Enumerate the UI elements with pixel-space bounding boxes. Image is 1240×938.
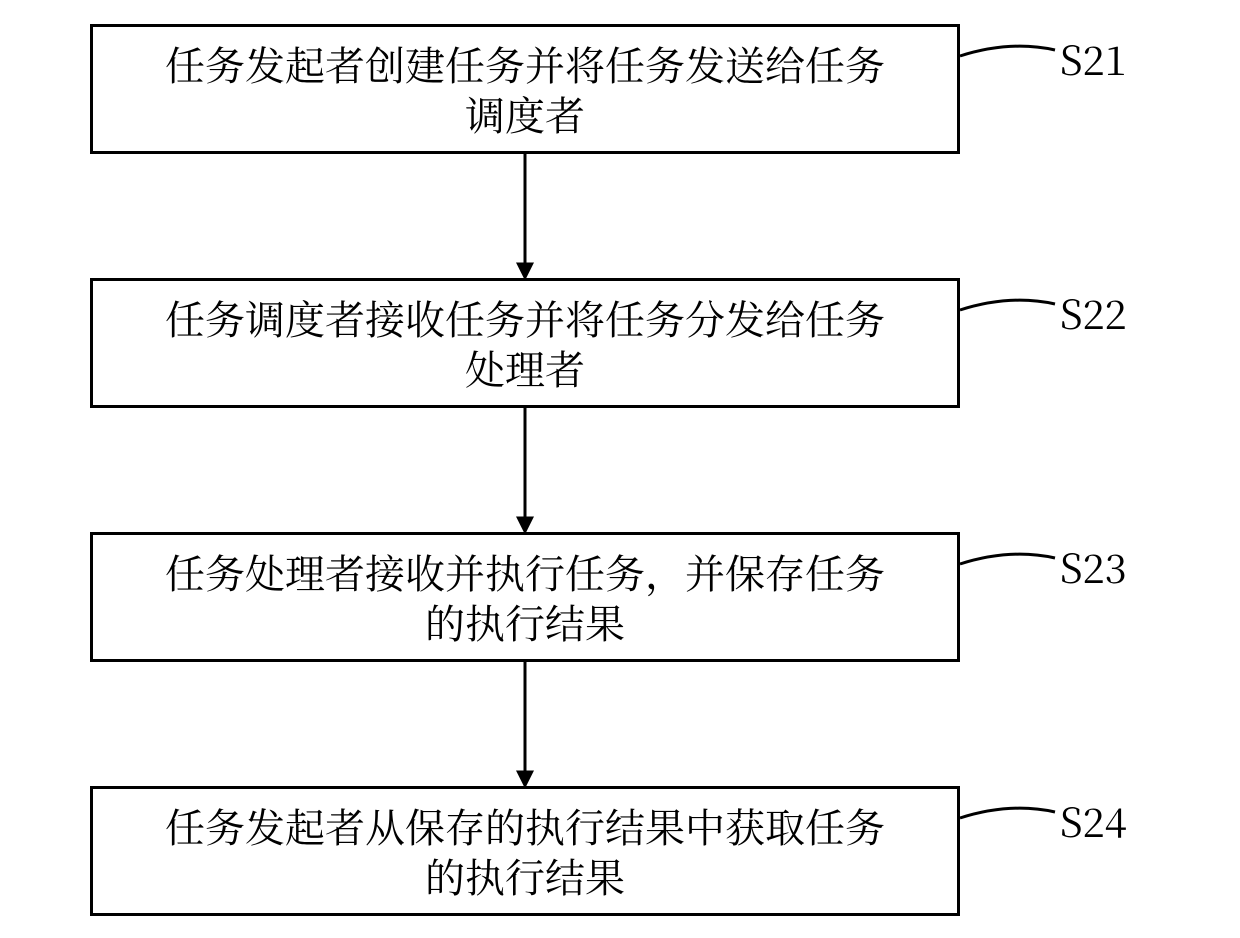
flow-node-s23-text: 任务处理者接收并执行任务，并保存任务 的执行结果 [165, 547, 885, 647]
flowchart-canvas: 任务发起者创建任务并将任务发送给任务 调度者 任务调度者接收任务并将任务分发给任… [0, 0, 1240, 938]
flow-node-s24: 任务发起者从保存的执行结果中获取任务 的执行结果 [90, 786, 960, 916]
callout-s23 [960, 554, 1055, 564]
step-label-s22: S22 [1060, 284, 1127, 341]
callout-s22 [960, 300, 1055, 310]
step-label-s24: S24 [1060, 792, 1127, 849]
flow-node-s21-text: 任务发起者创建任务并将任务发送给任务 调度者 [165, 39, 885, 139]
flow-node-s22: 任务调度者接收任务并将任务分发给任务 处理者 [90, 278, 960, 408]
flow-node-s22-text: 任务调度者接收任务并将任务分发给任务 处理者 [165, 293, 885, 393]
flow-node-s24-text: 任务发起者从保存的执行结果中获取任务 的执行结果 [165, 801, 885, 901]
step-label-s23: S23 [1060, 538, 1127, 595]
callout-s21 [960, 46, 1055, 56]
callouts-group [960, 46, 1055, 818]
flow-node-s23: 任务处理者接收并执行任务，并保存任务 的执行结果 [90, 532, 960, 662]
callout-s24 [960, 808, 1055, 818]
step-label-s21: S21 [1060, 30, 1127, 87]
flow-node-s21: 任务发起者创建任务并将任务发送给任务 调度者 [90, 24, 960, 154]
